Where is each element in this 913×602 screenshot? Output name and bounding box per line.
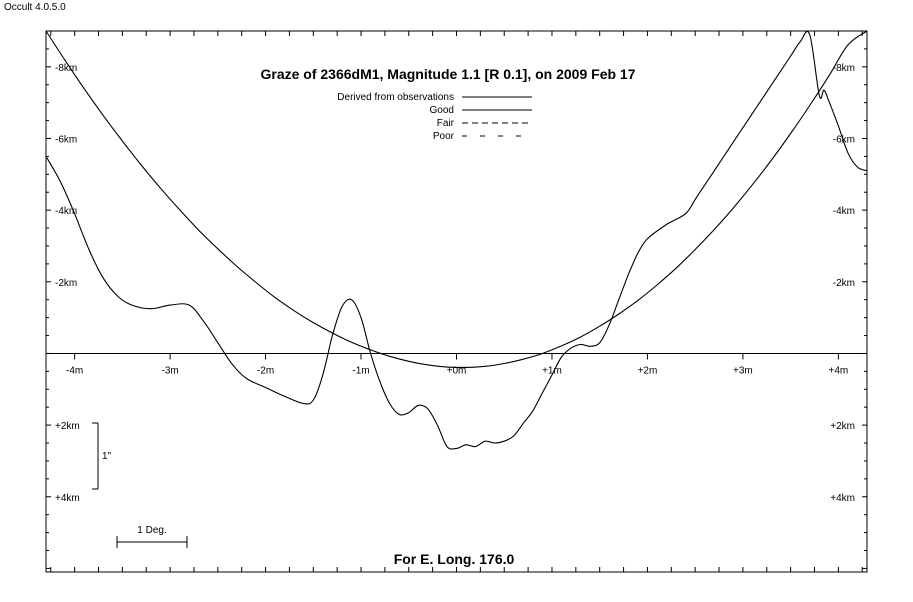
app-title: Occult 4.0.5.0 xyxy=(4,2,66,13)
left-ticks xyxy=(46,30,51,569)
y-tick-labels: -8km -8km -6km -6km -4km -4km -2km -2km +2km +2km… xyxy=(55,63,855,504)
y-tick-label-right: +4km xyxy=(830,493,855,504)
y-tick-label-right: -8km xyxy=(833,63,855,74)
series-line-1 xyxy=(45,30,868,369)
x-tick-label: +2m xyxy=(638,365,658,376)
x-tick-label: +4m xyxy=(828,365,848,376)
x-tick-label: -1m xyxy=(352,365,369,376)
x-tick-label: +3m xyxy=(733,365,753,376)
legend-label: Poor xyxy=(433,131,455,142)
vertical-scale-label: 1" xyxy=(102,451,112,462)
x-tick-label: -4m xyxy=(66,365,83,376)
bottom-ticks xyxy=(50,567,863,572)
legend-label: Fair xyxy=(437,118,455,129)
vertical-scale-bar: 1" xyxy=(92,422,112,490)
x-tick-label: -3m xyxy=(161,365,178,376)
y-tick-label-left: -4km xyxy=(55,206,77,217)
plot-frame xyxy=(45,30,868,573)
x-tick-label: +1m xyxy=(542,365,562,376)
y-tick-label-left: -8km xyxy=(55,63,77,74)
legend: Derived from observations Good Fair Poor xyxy=(337,92,532,142)
y-tick-label-left: +4km xyxy=(55,493,80,504)
chart-title: Graze of 2366dM1, Magnitude 1.1 [R 0.1],… xyxy=(260,66,635,82)
y-tick-label-right: -6km xyxy=(833,134,855,145)
y-tick-label-left: +2km xyxy=(55,421,80,432)
y-tick-label-right: +2km xyxy=(830,421,855,432)
longitude-footer: For E. Long. 176.0 xyxy=(394,551,515,567)
legend-label: Derived from observations xyxy=(337,92,454,103)
legend-label: Good xyxy=(430,105,454,116)
y-tick-label-right: -4km xyxy=(833,206,855,217)
y-tick-label-left: -2km xyxy=(55,278,77,289)
top-ticks xyxy=(50,31,863,36)
horizontal-scale-bar: 1 Deg. xyxy=(116,525,188,548)
series-layer xyxy=(45,30,868,450)
series-line-2 xyxy=(45,30,868,450)
right-ticks xyxy=(862,30,867,569)
x-tick-label: +0m xyxy=(447,365,467,376)
horizontal-scale-label: 1 Deg. xyxy=(137,525,166,536)
y-tick-label-left: -6km xyxy=(55,134,77,145)
x-tick-labels: -4m -3m -2m -1m +0m +1m +2m +3m +4m xyxy=(66,353,848,376)
x-tick-label: -2m xyxy=(257,365,274,376)
y-tick-label-right: -2km xyxy=(833,278,855,289)
